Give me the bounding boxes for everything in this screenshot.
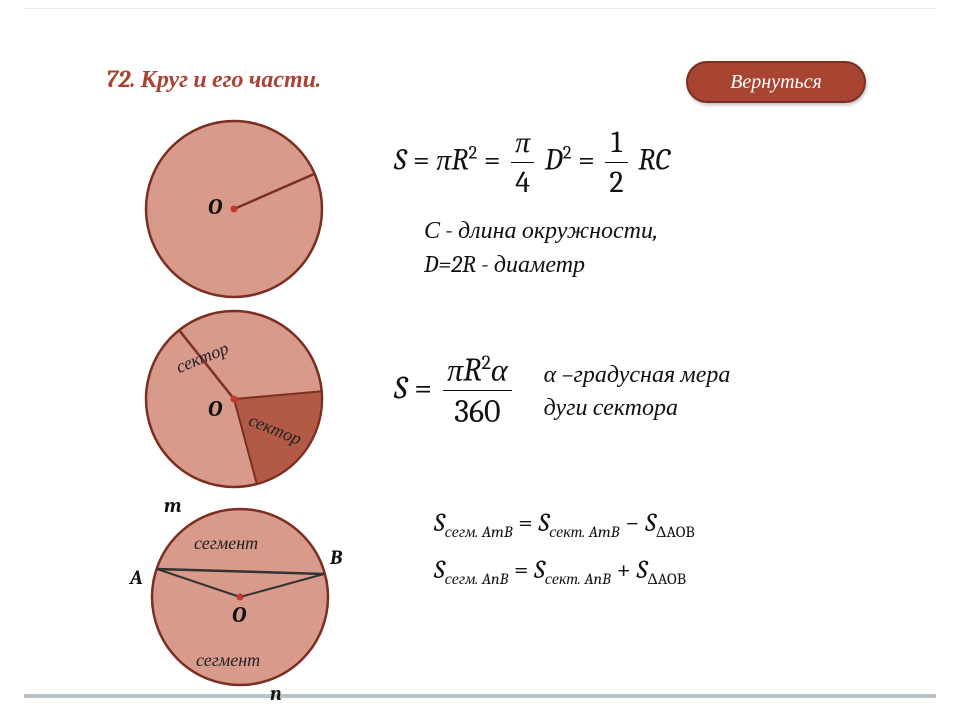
center-label-2: O — [208, 396, 223, 422]
sect-num-R: R — [463, 351, 481, 388]
sym-eq-2: = — [484, 143, 501, 178]
center-label-1: O — [208, 194, 223, 220]
frac-12-num: 1 — [605, 125, 627, 163]
seg2-sub3: ΔAOB — [647, 570, 686, 589]
frac-pi4-num: π — [511, 125, 534, 163]
seg2-eq: = — [514, 555, 528, 585]
sym-D: D — [545, 143, 563, 178]
sym-eq-1: = — [413, 143, 430, 178]
sector-formula: S = πR2α 360 — [394, 351, 516, 431]
segment-formula-1: Sсегм. AmB = Sсект. AmB − SΔAOB — [434, 508, 934, 542]
point-B-label: B — [329, 546, 343, 569]
seg1-sub2: сект. AmB — [549, 524, 619, 543]
sym-sq-1: 2 — [469, 142, 478, 164]
sym-eq-sect: = — [414, 369, 432, 406]
desc-alpha-line1: α –градусная мера — [544, 358, 731, 390]
back-button[interactable]: Вернуться — [686, 61, 866, 103]
desc-alpha: α –градусная мера дуги сектора — [544, 358, 731, 423]
frac-12-den: 2 — [605, 163, 627, 200]
circle-diagram-2: O сектор сектор — [124, 304, 344, 494]
sym-R-2: R — [638, 143, 655, 178]
diagram-column: O O сектор сектор O A B m n се — [124, 114, 364, 704]
seg1-sub3: ΔAOB — [656, 524, 695, 543]
sect-num-sq: 2 — [481, 351, 490, 374]
sect-num-alpha: α — [491, 351, 508, 388]
center-label-3: O — [232, 602, 247, 628]
page-title: 72. Круг и его части. — [106, 65, 321, 94]
seg1-eq: = — [518, 508, 532, 538]
seg2-S1: S — [434, 555, 445, 585]
seg1-S1: S — [434, 508, 445, 538]
frac-pi4-den: 4 — [511, 163, 534, 200]
circle-diagram-3: O A B m n сегмент сегмент — [112, 494, 372, 704]
desc-circumference: С - длина окружности, — [424, 214, 934, 246]
sym-R-1: R — [451, 143, 468, 178]
segment-label-upper: сегмент — [194, 533, 258, 554]
point-A-label: A — [128, 566, 143, 589]
sect-num-pi: π — [447, 351, 463, 388]
seg2-sub1: сегм. AnB — [445, 570, 508, 589]
segment-formula-2: Sсегм. AnB = Sсект. AnB + SΔAOB — [434, 555, 934, 589]
desc-diameter: D=2R - диаметр — [424, 248, 934, 280]
seg1-minus: − — [625, 508, 639, 538]
sym-sq-2: 2 — [563, 142, 572, 164]
circle-diagram-1: O — [124, 114, 344, 304]
slide-frame: 72. Круг и его части. Вернуться O O сект… — [24, 8, 936, 698]
sym-C: C — [655, 143, 670, 178]
segment-label-lower: сегмент — [196, 650, 260, 671]
formula-column: S = πR2 = π4 D2 = 12 RC С - длина окружн… — [394, 119, 934, 589]
sym-eq-3: = — [578, 143, 595, 178]
seg2-S3: S — [637, 555, 648, 585]
seg1-S2: S — [538, 508, 549, 538]
back-button-label: Вернуться — [730, 70, 822, 94]
seg2-sub2: сект. AnB — [545, 570, 611, 589]
sym-pi-1: π — [436, 143, 451, 178]
seg1-S3: S — [645, 508, 656, 538]
sect-den: 360 — [443, 391, 512, 430]
desc-alpha-line2: дуги сектора — [544, 391, 731, 423]
seg1-sub1: сегм. AmB — [445, 524, 513, 543]
sym-S: S — [394, 143, 406, 178]
area-formula: S = πR2 = π4 D2 = 12 RC — [394, 125, 934, 200]
arc-m-label: m — [164, 494, 182, 517]
seg2-S2: S — [534, 555, 545, 585]
sym-S-sect: S — [394, 369, 407, 406]
seg2-plus: + — [616, 555, 630, 585]
arc-n-label: n — [270, 682, 282, 704]
